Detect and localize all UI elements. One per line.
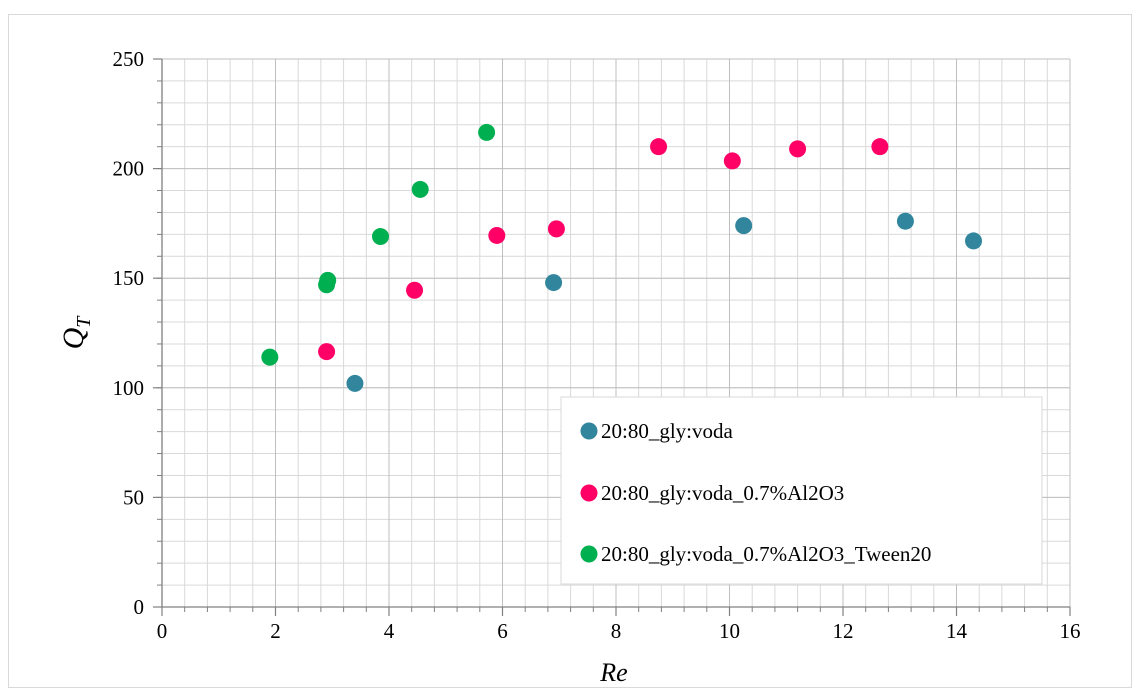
data-point-series-2 xyxy=(650,138,668,156)
x-tick-label: 2 xyxy=(270,619,281,643)
data-point-series-1 xyxy=(965,232,983,250)
x-tick-label: 0 xyxy=(157,619,168,643)
data-point-series-2 xyxy=(318,343,336,361)
x-tick-label: 6 xyxy=(497,619,508,643)
y-tick-label: 250 xyxy=(113,47,145,71)
x-tick-label: 16 xyxy=(1060,619,1081,643)
data-point-series-1 xyxy=(896,212,914,230)
x-tick-label: 12 xyxy=(833,619,854,643)
data-point-series-2 xyxy=(406,281,424,299)
data-point-series-1 xyxy=(545,274,563,292)
data-point-series-3 xyxy=(411,180,429,198)
y-tick-label: 150 xyxy=(113,266,145,290)
legend-box xyxy=(560,396,1043,585)
legend-label-series-3: 20:80_gly:voda_0.7%Al2O3_Tween20 xyxy=(601,542,931,566)
legend-label-series-1: 20:80_gly:voda xyxy=(601,419,734,443)
x-tick-label: 8 xyxy=(611,619,622,643)
data-point-series-2 xyxy=(547,220,565,238)
y-tick-label: 200 xyxy=(113,157,145,181)
y-axis-title: QT xyxy=(57,315,95,350)
legend-marker-series-3 xyxy=(580,545,598,563)
data-point-series-3 xyxy=(478,123,496,141)
legend-marker-series-1 xyxy=(580,422,598,440)
x-tick-label: 14 xyxy=(946,619,968,643)
data-point-series-2 xyxy=(871,138,889,156)
y-axis-title-subscript: T xyxy=(73,315,95,328)
legend: 20:80_gly:voda 20:80_gly:voda_0.7%Al2O3 20… xyxy=(560,396,1043,585)
data-point-series-3 xyxy=(261,348,279,366)
data-point-series-1 xyxy=(346,374,364,392)
tick-labels: 0 2 4 6 8 10 12 14 16 0 50 100 150 200 250 xyxy=(113,47,1081,643)
data-point-series-2 xyxy=(723,152,741,170)
data-point-series-2 xyxy=(789,140,807,158)
data-point-series-2 xyxy=(488,226,506,244)
data-point-series-3 xyxy=(319,271,337,289)
y-tick-label: 50 xyxy=(123,485,144,509)
legend-marker-series-2 xyxy=(580,484,598,502)
data-point-series-3 xyxy=(371,228,389,246)
y-axis-title-main: Q xyxy=(57,327,90,349)
y-tick-label: 100 xyxy=(113,376,145,400)
x-tick-label: 10 xyxy=(719,619,740,643)
axis-ticks xyxy=(153,58,1071,616)
data-point-series-1 xyxy=(735,217,753,235)
y-tick-label: 0 xyxy=(134,595,145,619)
legend-label-series-2: 20:80_gly:voda_0.7%Al2O3 xyxy=(601,481,844,505)
data-points xyxy=(261,123,983,392)
x-axis-title: Re xyxy=(599,658,627,687)
x-tick-label: 4 xyxy=(384,619,395,643)
